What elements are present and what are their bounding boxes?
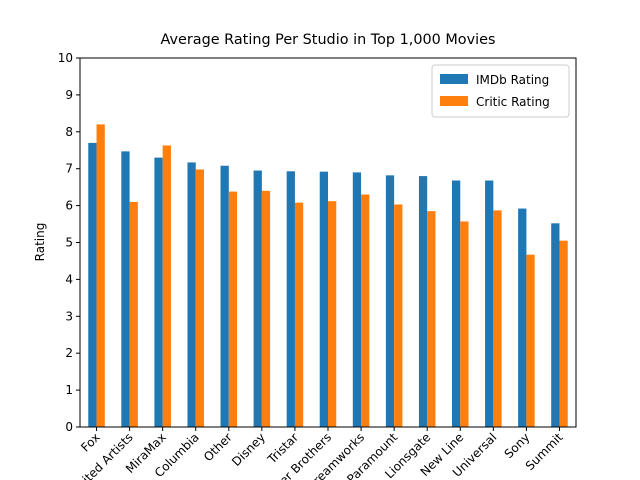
- chart-title: Average Rating Per Studio in Top 1,000 M…: [161, 32, 496, 48]
- bar: [96, 124, 105, 428]
- bar: [328, 201, 337, 427]
- y-tick-label: 8: [65, 125, 73, 139]
- bar: [286, 171, 295, 427]
- legend-label: IMDb Rating: [476, 73, 549, 87]
- bar: [319, 171, 328, 427]
- y-tick-label: 10: [58, 51, 73, 65]
- bar: [154, 157, 163, 427]
- legend-swatch: [440, 74, 468, 84]
- legend-swatch: [440, 96, 468, 106]
- y-tick-label: 9: [65, 88, 73, 102]
- bar: [485, 180, 494, 427]
- bar: [493, 210, 502, 427]
- bar: [418, 176, 428, 427]
- bar: [121, 151, 130, 427]
- bar: [361, 194, 370, 427]
- y-tick-label: 4: [65, 272, 73, 286]
- bar: [559, 240, 568, 427]
- bar: [162, 145, 171, 427]
- bar: [253, 170, 262, 428]
- bar: [427, 211, 436, 427]
- y-tick-label: 1: [65, 383, 73, 397]
- legend-label: Critic Rating: [476, 95, 550, 109]
- bar: [294, 202, 304, 427]
- bar: [88, 142, 97, 427]
- bar: [551, 223, 560, 427]
- bar: [518, 208, 527, 427]
- y-tick-label: 3: [65, 309, 73, 323]
- bar: [385, 175, 395, 427]
- plot-frame: [79, 57, 577, 428]
- bar: [195, 169, 204, 428]
- bar: [261, 190, 271, 427]
- y-tick-label: 5: [65, 236, 73, 250]
- bar: [129, 201, 138, 427]
- y-tick-label: 6: [65, 199, 73, 213]
- bar: [352, 172, 362, 427]
- bar: [228, 191, 238, 427]
- bar: [220, 165, 229, 428]
- y-tick-label: 0: [65, 420, 73, 434]
- y-tick-label: 2: [65, 346, 73, 360]
- y-axis-label: Rating: [33, 223, 47, 262]
- bar: [187, 162, 196, 427]
- bar: [526, 254, 535, 427]
- bar: [460, 221, 469, 427]
- bar: [394, 204, 403, 427]
- bar: [452, 180, 461, 427]
- y-tick-label: 7: [65, 162, 73, 176]
